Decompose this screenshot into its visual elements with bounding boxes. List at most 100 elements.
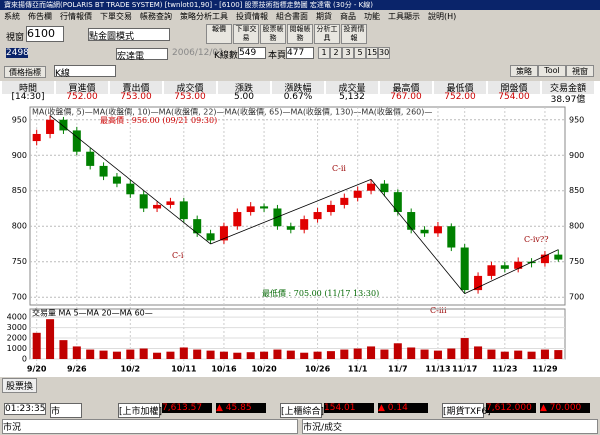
index-value: 154.01 xyxy=(324,403,374,413)
column-header: 開盤價 xyxy=(488,81,540,94)
quote-header: 時間 [14:30] 買進價 752.00 賣出價 753.00 成交價 753.00 漲跌 5.… xyxy=(0,81,600,105)
column-header: 漲跌幅 xyxy=(272,81,324,94)
column-header: 最低價 xyxy=(434,81,486,94)
title-bar: 寶來揚傳亞而端網(POLARIS BT TRADE SYSTEM) [twnlo… xyxy=(0,0,600,10)
period-button[interactable]: 2 xyxy=(330,47,342,59)
y-tick-label: 950 xyxy=(12,115,27,124)
y-tick-label: 900 xyxy=(569,151,584,160)
toolbar-button[interactable]: 報價 xyxy=(206,24,232,44)
stock-name[interactable]: 宏達電 xyxy=(116,48,168,62)
period-button[interactable]: 15 xyxy=(366,47,378,59)
menu-item[interactable]: 說明(H) xyxy=(428,12,457,21)
mode-select[interactable]: 點金圖模式 xyxy=(88,28,170,42)
annotation: C-i xyxy=(172,251,184,260)
menu-item[interactable]: 工具顯示 xyxy=(388,12,420,21)
index-change: ▲ 0.14 xyxy=(378,403,428,413)
toolbar-button[interactable]: 股票帳務 xyxy=(260,24,286,44)
quote-value: 0.67% xyxy=(283,92,313,102)
menu-item[interactable]: 行情報價 xyxy=(60,12,92,21)
column-header: 成交量 xyxy=(326,81,378,94)
x-tick-label: 10/2 xyxy=(121,365,141,374)
count[interactable]: 549 xyxy=(238,47,266,59)
tool-button[interactable]: 視窗 xyxy=(566,65,594,77)
toolbar-button[interactable]: 分析工具 xyxy=(314,24,340,44)
quote-value: 767.00 xyxy=(390,92,422,102)
quote-value: [14:30] xyxy=(11,92,45,102)
candle-body xyxy=(126,183,135,195)
indicator-button[interactable]: 價格指標 xyxy=(4,66,46,78)
volume-bar xyxy=(500,351,509,359)
volume-bar xyxy=(433,350,442,359)
volume-bar xyxy=(139,348,148,359)
menu-item[interactable]: 功能 xyxy=(364,12,380,21)
y-tick-label: 750 xyxy=(569,257,584,266)
x-tick-label: 10/20 xyxy=(251,365,277,374)
volume-bar xyxy=(286,350,295,359)
y-tick-label: 3000 xyxy=(7,323,27,332)
volume-bar xyxy=(474,346,483,359)
annotation: 最低價 : 705.00 (11/17 13:30) xyxy=(262,288,379,298)
candle-body xyxy=(514,261,523,269)
toolbar-button[interactable]: 投資情報 xyxy=(341,24,367,44)
candle-body xyxy=(139,194,148,209)
quote-value: 754.00 xyxy=(498,92,530,102)
menu-item[interactable]: 商品 xyxy=(340,12,356,21)
candle-body xyxy=(112,176,121,184)
y-tick-label: 900 xyxy=(12,151,27,160)
period-button[interactable]: 30 xyxy=(378,47,390,59)
menu-item[interactable]: 佈告欄 xyxy=(28,12,52,21)
trend-line xyxy=(370,179,465,294)
window-code[interactable]: 6100 xyxy=(26,26,64,42)
candle-body xyxy=(193,219,202,234)
menu-item[interactable]: 策略分析工具 xyxy=(180,12,228,21)
page[interactable]: 477 xyxy=(286,47,314,59)
candle-body xyxy=(166,201,175,205)
menu-item[interactable]: 帳務查詢 xyxy=(140,12,172,21)
candle-body xyxy=(206,233,215,241)
candle-body xyxy=(420,229,429,234)
volume-bar xyxy=(153,352,162,359)
candle-body xyxy=(286,226,295,230)
period-button[interactable]: 3 xyxy=(342,47,354,59)
tool-button[interactable]: Tool xyxy=(538,65,566,77)
quote-value: 5,132 xyxy=(339,92,365,102)
volume-bar xyxy=(393,343,402,359)
column-header: 賣出價 xyxy=(110,81,162,94)
candle-body xyxy=(59,119,68,131)
menu-item[interactable]: 組合書面 xyxy=(276,12,308,21)
volume-bar xyxy=(514,350,523,359)
x-tick-label: 11/29 xyxy=(532,365,558,374)
kind-select[interactable]: K線 xyxy=(54,65,116,79)
candle-body xyxy=(540,254,549,264)
period-button[interactable]: 1 xyxy=(318,47,330,59)
menu-item[interactable]: 期貨 xyxy=(316,12,332,21)
quote-value: 752.00 xyxy=(66,92,98,102)
volume-bar xyxy=(179,347,188,359)
volume-bar xyxy=(246,352,255,359)
period-button[interactable]: 5 xyxy=(354,47,366,59)
candle-body xyxy=(353,190,362,198)
x-tick-label: 10/26 xyxy=(305,365,331,374)
candle-body xyxy=(393,192,402,213)
tab[interactable]: 股票換 xyxy=(2,378,38,393)
volume-bar xyxy=(487,349,496,359)
annotation: 最高價 : 956.00 (09/21 09:30) xyxy=(100,115,217,125)
volume-legend: 交易量 MA 5—MA 20—MA 60— xyxy=(32,308,153,318)
tool-button[interactable]: 策略 xyxy=(510,65,538,77)
volume-bar xyxy=(72,346,81,359)
toolbar-button[interactable]: 下單交易 xyxy=(233,24,259,44)
candle-body xyxy=(487,265,496,276)
menu-item[interactable]: 系統 xyxy=(4,12,20,21)
volume-bar xyxy=(367,346,376,359)
volume-bar xyxy=(112,351,121,359)
x-tick-label: 11/17 xyxy=(452,365,477,374)
candle-body xyxy=(179,201,188,220)
menu-item[interactable]: 投資情報 xyxy=(236,12,268,21)
volume-bar xyxy=(407,347,416,359)
index-value: 7,613.57 xyxy=(162,403,212,413)
toolbar-button[interactable]: 閱報帳務 xyxy=(287,24,313,44)
stock-code[interactable]: 2498 xyxy=(6,48,29,58)
menu-item[interactable]: 下單交易 xyxy=(100,12,132,21)
candle-body xyxy=(153,204,162,209)
